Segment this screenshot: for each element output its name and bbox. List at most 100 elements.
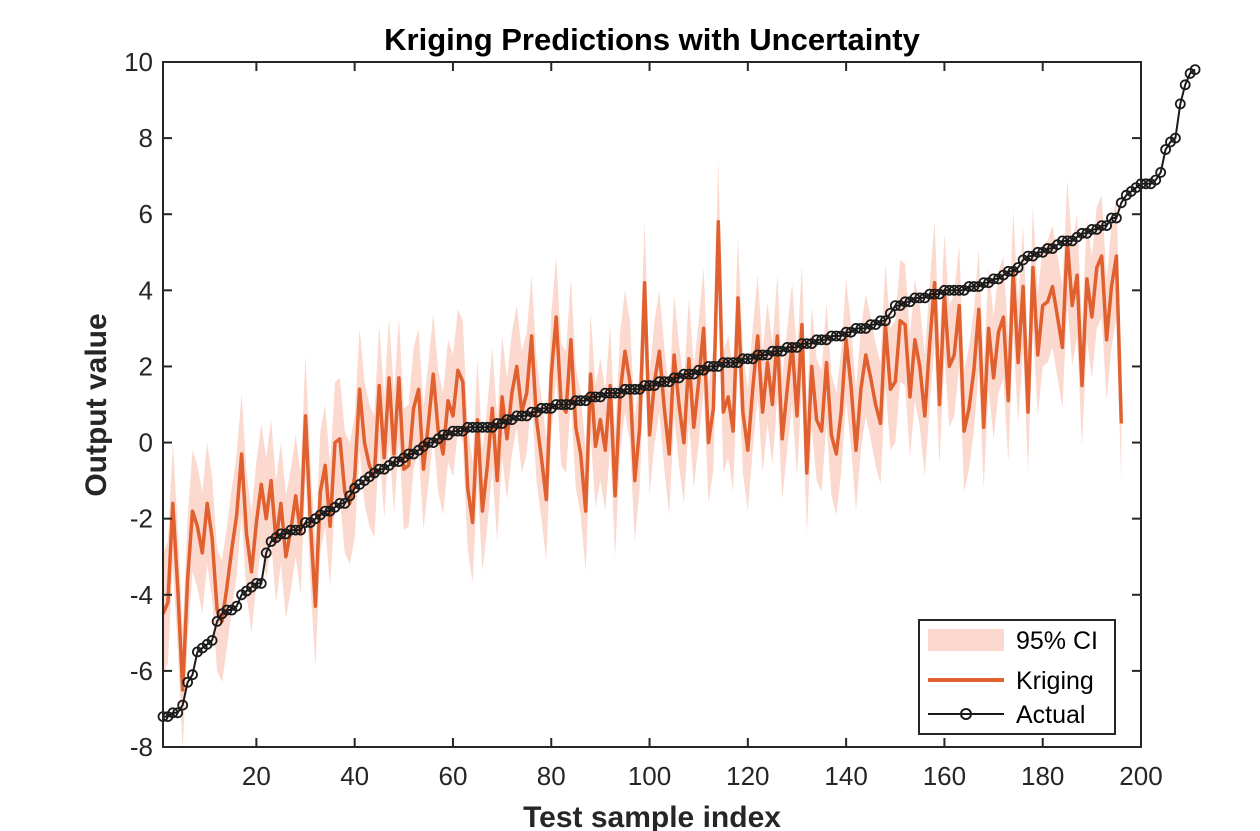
actual-point <box>250 578 262 589</box>
actual-point <box>885 307 896 319</box>
actual-point <box>540 402 552 414</box>
actual-point <box>1002 265 1014 277</box>
actual-point <box>1012 262 1024 273</box>
y-tick-label: -4 <box>130 580 153 610</box>
actual-point <box>575 395 587 407</box>
y-tick-label: 6 <box>139 199 153 229</box>
actual-point <box>1174 98 1186 110</box>
actual-point <box>757 349 768 361</box>
actual-point <box>1096 220 1108 232</box>
actual-point <box>1076 227 1088 239</box>
actual-point <box>319 505 331 517</box>
actual-point <box>403 448 415 460</box>
kriging-line <box>161 220 1124 692</box>
actual-point <box>1106 212 1117 224</box>
actual-point <box>629 383 641 395</box>
actual-point <box>187 669 198 681</box>
actual-point <box>1042 243 1053 254</box>
actual-point <box>1101 220 1112 232</box>
actual-point <box>255 578 267 589</box>
actual-point <box>889 300 901 312</box>
actual-point <box>437 429 449 441</box>
actual-point <box>590 391 601 403</box>
actual-point <box>570 395 582 407</box>
actual-point <box>609 387 621 399</box>
kriging-layer <box>161 220 1124 692</box>
actual-point <box>855 322 867 334</box>
x-tick-label: 180 <box>1021 761 1064 791</box>
x-tick-label: 60 <box>438 761 467 791</box>
actual-point <box>339 497 351 509</box>
actual-point <box>334 497 346 509</box>
actual-point <box>786 341 798 353</box>
x-tick-label: 200 <box>1119 761 1162 791</box>
actual-point <box>182 676 194 688</box>
actual-point <box>167 707 179 719</box>
actual-point <box>727 357 739 369</box>
actual-point <box>639 380 650 391</box>
actual-point <box>300 517 311 528</box>
actual-point <box>275 528 287 540</box>
legend-actual-marker <box>960 708 972 720</box>
plot-frame <box>162 61 1142 748</box>
actual-point <box>668 372 680 384</box>
actual-point <box>943 284 955 296</box>
legend-actual-label: Actual <box>1016 701 1085 729</box>
actual-point <box>899 296 911 308</box>
actual-point <box>344 490 356 502</box>
actual-point <box>801 338 813 350</box>
actual-point <box>693 364 705 376</box>
actual-point <box>1115 197 1127 209</box>
actual-point <box>1155 166 1167 178</box>
actual-point <box>526 406 537 418</box>
chart-title: Kriging Predictions with Uncertainty <box>384 22 920 57</box>
actual-point <box>683 368 695 380</box>
actual-point <box>771 345 783 357</box>
actual-point <box>644 380 655 391</box>
actual-point <box>968 281 980 292</box>
y-tick-label: 4 <box>139 275 153 305</box>
y-tick-label: 2 <box>139 351 153 381</box>
legend-ci-label: 95% CI <box>1016 627 1098 655</box>
actual-point <box>1032 246 1044 258</box>
actual-point <box>295 524 307 536</box>
x-tick-label: 160 <box>923 761 966 791</box>
axes <box>162 61 1142 748</box>
actual-point <box>875 315 886 327</box>
actual-point <box>373 463 385 475</box>
actual-point <box>481 421 493 433</box>
actual-point <box>1111 212 1122 224</box>
x-tick-label: 120 <box>726 761 769 791</box>
x-tick-label: 80 <box>537 761 566 791</box>
legend-ci-swatch <box>928 629 1004 651</box>
actual-point <box>1061 235 1073 247</box>
actual-point <box>978 277 990 289</box>
actual-point <box>1022 250 1034 262</box>
x-axis-label: Test sample index <box>523 801 781 831</box>
actual-point <box>231 600 243 612</box>
actual-point <box>1150 174 1162 186</box>
actual-point <box>452 425 464 437</box>
y-tick-label: -2 <box>130 504 153 534</box>
actual-point <box>880 315 891 327</box>
actual-point <box>1189 64 1201 75</box>
actual-point <box>830 330 842 342</box>
actual-point <box>172 707 184 719</box>
actual-point <box>988 273 999 285</box>
actual-point <box>388 456 400 468</box>
actual-point <box>708 360 719 372</box>
actual-point <box>865 319 877 331</box>
actual-point <box>491 418 503 429</box>
actual-point <box>1086 223 1098 235</box>
x-tick-label: 100 <box>628 761 671 791</box>
actual-point <box>742 353 754 365</box>
x-tick-label: 140 <box>824 761 867 791</box>
actual-point <box>560 399 572 410</box>
y-axis-label: Output value <box>80 313 113 496</box>
ticks: 20 40 60 80 100 120 140 160 180 200 -8 -6 -4 -2 0 2 4 6 8 1… <box>124 47 1163 791</box>
actual-layer <box>157 64 1201 722</box>
y-tick-label: 0 <box>139 428 153 458</box>
actual-point <box>816 334 827 346</box>
actual-point <box>1179 79 1191 91</box>
